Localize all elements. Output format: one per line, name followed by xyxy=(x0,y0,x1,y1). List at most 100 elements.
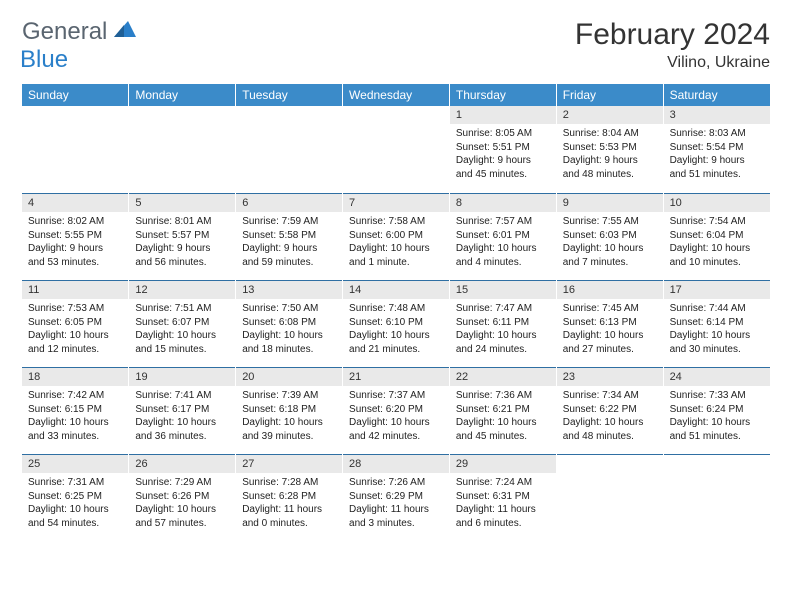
sunset-line: Sunset: 6:31 PM xyxy=(456,490,550,504)
day-body xyxy=(22,124,128,131)
calendar-cell: 20Sunrise: 7:39 AMSunset: 6:18 PMDayligh… xyxy=(236,367,343,454)
sunset-line: Sunset: 5:54 PM xyxy=(670,141,764,155)
daylight-line: Daylight: 10 hours and 33 minutes. xyxy=(28,416,122,443)
day-number-strip: 29 xyxy=(450,454,556,473)
day-number: 8 xyxy=(456,197,462,209)
sunrise-line: Sunrise: 7:53 AM xyxy=(28,302,122,316)
sunset-line: Sunset: 6:25 PM xyxy=(28,490,122,504)
logo-sail-icon xyxy=(114,26,138,43)
daylight-line: Daylight: 10 hours and 48 minutes. xyxy=(563,416,657,443)
sunset-line: Sunset: 6:18 PM xyxy=(242,403,336,417)
sunrise-line: Sunrise: 7:29 AM xyxy=(135,476,229,490)
day-number: 6 xyxy=(242,197,248,209)
sunrise-line: Sunrise: 8:04 AM xyxy=(563,127,657,141)
day-number-strip: 22 xyxy=(450,367,556,386)
day-body: Sunrise: 8:02 AMSunset: 5:55 PMDaylight:… xyxy=(22,212,128,273)
daylight-line: Daylight: 9 hours and 45 minutes. xyxy=(456,154,550,181)
daylight-line: Daylight: 9 hours and 48 minutes. xyxy=(563,154,657,181)
day-body: Sunrise: 7:57 AMSunset: 6:01 PMDaylight:… xyxy=(450,212,556,273)
calendar-cell xyxy=(663,454,770,541)
calendar-cell: 21Sunrise: 7:37 AMSunset: 6:20 PMDayligh… xyxy=(343,367,450,454)
day-number: 7 xyxy=(349,197,355,209)
sunset-line: Sunset: 6:13 PM xyxy=(563,316,657,330)
calendar-cell: 4Sunrise: 8:02 AMSunset: 5:55 PMDaylight… xyxy=(22,193,129,280)
day-number-strip: 18 xyxy=(22,367,128,386)
calendar-cell: 22Sunrise: 7:36 AMSunset: 6:21 PMDayligh… xyxy=(449,367,556,454)
day-number: 13 xyxy=(242,284,254,296)
brand-logo: General Blue xyxy=(22,18,138,74)
sunrise-line: Sunrise: 7:54 AM xyxy=(670,215,764,229)
calendar-cell: 3Sunrise: 8:03 AMSunset: 5:54 PMDaylight… xyxy=(663,106,770,193)
day-body xyxy=(236,124,342,131)
day-number: 24 xyxy=(670,371,682,383)
daylight-line: Daylight: 10 hours and 21 minutes. xyxy=(349,329,443,356)
day-number: 15 xyxy=(456,284,468,296)
calendar-cell: 1Sunrise: 8:05 AMSunset: 5:51 PMDaylight… xyxy=(449,106,556,193)
day-number-strip: 9 xyxy=(557,193,663,212)
calendar-cell: 26 Sunrise: 7:29 AMSunset: 6:26 PMDayligh… xyxy=(129,454,236,541)
daylight-line: Daylight: 10 hours and 39 minutes. xyxy=(242,416,336,443)
day-number-strip: 6 xyxy=(236,193,342,212)
day-number: 26 xyxy=(135,458,147,470)
calendar-cell: 13Sunrise: 7:50 AMSunset: 6:08 PMDayligh… xyxy=(236,280,343,367)
calendar-cell: 6Sunrise: 7:59 AMSunset: 5:58 PMDaylight… xyxy=(236,193,343,280)
day-number-strip xyxy=(343,106,449,124)
calendar-cell: 7Sunrise: 7:58 AMSunset: 6:00 PMDaylight… xyxy=(343,193,450,280)
day-number-strip xyxy=(22,106,128,124)
calendar-cell xyxy=(236,106,343,193)
logo-general: General xyxy=(22,18,107,45)
calendar-cell: 9Sunrise: 7:55 AMSunset: 6:03 PMDaylight… xyxy=(556,193,663,280)
day-number: 19 xyxy=(135,371,147,383)
day-number: 27 xyxy=(242,458,254,470)
calendar-row: 25 Sunrise: 7:31 AMSunset: 6:25 PM Dayligh… xyxy=(22,454,770,541)
daylight-line: Daylight: 11 hours and 0 minutes. xyxy=(242,503,336,530)
daylight-line: Daylight: 10 hours and 51 minutes. xyxy=(670,416,764,443)
day-body: Sunrise: 8:03 AMSunset: 5:54 PMDaylight:… xyxy=(664,124,770,185)
calendar-cell xyxy=(343,106,450,193)
sunrise-line: Sunrise: 7:41 AM xyxy=(135,389,229,403)
sunrise-line: Sunrise: 7:34 AM xyxy=(563,389,657,403)
weekday-header: Tuesday xyxy=(236,84,343,106)
weekday-header: Sunday xyxy=(22,84,129,106)
day-body: Sunrise: 7:29 AMSunset: 6:26 PMDaylight:… xyxy=(129,473,235,534)
day-number: 25 xyxy=(28,458,40,470)
day-number: 12 xyxy=(135,284,147,296)
day-number-strip xyxy=(664,454,770,472)
weekday-header: Friday xyxy=(556,84,663,106)
calendar-cell: 8 Sunrise: 7:57 AMSunset: 6:01 PMDaylight… xyxy=(449,193,556,280)
daylight-line: Daylight: 10 hours and 42 minutes. xyxy=(349,416,443,443)
sunset-line: Sunset: 5:53 PM xyxy=(563,141,657,155)
sunrise-line: Sunrise: 7:36 AM xyxy=(456,389,550,403)
sunset-line: Sunset: 6:10 PM xyxy=(349,316,443,330)
sunrise-line: Sunrise: 8:01 AM xyxy=(135,215,229,229)
sunrise-line: Sunrise: 7:31 AM xyxy=(28,476,122,490)
sunrise-line: Sunrise: 7:48 AM xyxy=(349,302,443,316)
sunrise-line: Sunrise: 8:05 AM xyxy=(456,127,550,141)
day-number-strip xyxy=(557,454,663,472)
day-number: 11 xyxy=(28,284,39,296)
day-body: Sunrise: 7:36 AMSunset: 6:21 PMDaylight:… xyxy=(450,386,556,447)
calendar-cell: 12Sunrise: 7:51 AMSunset: 6:07 PMDayligh… xyxy=(129,280,236,367)
daylight-line: Daylight: 10 hours and 12 minutes. xyxy=(28,329,122,356)
daylight-line: Daylight: 10 hours and 24 minutes. xyxy=(456,329,550,356)
day-number: 21 xyxy=(349,371,361,383)
day-number: 18 xyxy=(28,371,40,383)
day-number: 14 xyxy=(349,284,361,296)
calendar-cell: 27Sunrise: 7:28 AMSunset: 6:28 PMDayligh… xyxy=(236,454,343,541)
sunrise-line: Sunrise: 7:33 AM xyxy=(670,389,764,403)
day-number: 9 xyxy=(563,197,569,209)
sunrise-line: Sunrise: 7:55 AM xyxy=(563,215,657,229)
sunrise-line: Sunrise: 7:45 AM xyxy=(563,302,657,316)
day-body: Sunrise: 7:24 AMSunset: 6:31 PMDaylight:… xyxy=(450,473,556,534)
sunset-line: Sunset: 6:22 PM xyxy=(563,403,657,417)
sunset-line: Sunset: 6:07 PM xyxy=(135,316,229,330)
daylight-line: Daylight: 10 hours and 1 minute. xyxy=(349,242,443,269)
day-body: Sunrise: 7:41 AMSunset: 6:17 PMDaylight:… xyxy=(129,386,235,447)
day-number: 10 xyxy=(670,197,682,209)
calendar-row: 4Sunrise: 8:02 AMSunset: 5:55 PMDaylight… xyxy=(22,193,770,280)
daylight-line: Daylight: 9 hours and 59 minutes. xyxy=(242,242,336,269)
day-number-strip: 23 xyxy=(557,367,663,386)
day-body xyxy=(664,472,770,479)
calendar-row: 1Sunrise: 8:05 AMSunset: 5:51 PMDaylight… xyxy=(22,106,770,193)
weekday-header: Wednesday xyxy=(343,84,450,106)
